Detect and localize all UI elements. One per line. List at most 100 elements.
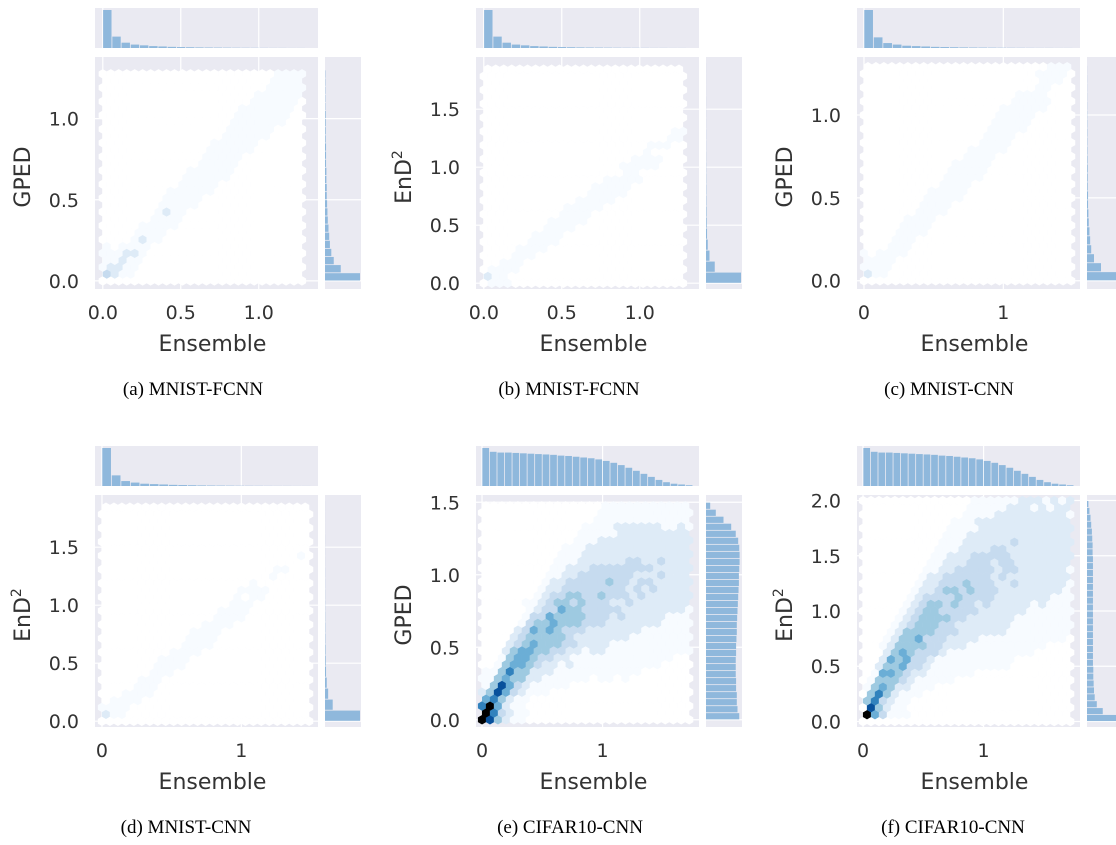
hexbin-cell: [507, 174, 516, 185]
hexbin-cell: [293, 172, 303, 183]
hexbin-cell: [987, 165, 996, 176]
hexbin-cell: [1027, 248, 1036, 258]
hexbin-cell: [639, 223, 648, 233]
hexbin-cell: [559, 112, 568, 123]
hexbin-cell: [169, 578, 178, 588]
hexbin-cell: [293, 654, 302, 664]
hexbin-cell: [1058, 661, 1067, 672]
hexbin-cell: [129, 702, 138, 713]
hexbin-cell: [253, 530, 262, 540]
hexbin-cell: [593, 501, 602, 511]
hexbin-cell: [911, 255, 920, 265]
hexbin-cell: [1002, 633, 1011, 644]
hexbin-cell: [971, 193, 980, 203]
hexbin-cell: [161, 619, 170, 630]
hexbin-cell: [619, 105, 628, 116]
hexbin-cell: [193, 606, 202, 616]
hexbin-cell: [895, 158, 904, 169]
hexbin-cell: [569, 708, 578, 718]
hexbin-cell: [666, 119, 676, 130]
hexbin-cell: [870, 709, 880, 720]
hexbin-cell: [289, 124, 299, 134]
hexbin-cell: [149, 709, 158, 720]
hexbin-cell: [491, 64, 500, 75]
hexbin-cell: [678, 250, 688, 261]
hexbin-cell: [281, 509, 290, 519]
hexbin-cell: [177, 633, 186, 644]
hexbin-cell: [1034, 661, 1043, 672]
hexbin-cell: [158, 103, 167, 114]
hexbin-cell: [503, 71, 512, 81]
hexbin-cell: [519, 223, 528, 233]
hexbin-cell: [206, 76, 215, 86]
hexbin-cell: [226, 234, 235, 245]
hexbin-cell: [1003, 234, 1012, 245]
hexbin-cell: [527, 223, 536, 233]
hexbin-cell: [943, 255, 952, 265]
hexbin-cell: [230, 214, 239, 224]
top-marginal-bar: [121, 481, 130, 486]
hexbin-cell: [101, 626, 111, 637]
hexbin-cell: [1038, 696, 1047, 706]
hexbin-cell: [535, 278, 544, 288]
hexbin-cell: [250, 151, 259, 162]
hexbin-cell: [289, 110, 299, 121]
hexbin-cell: [234, 193, 243, 203]
hexbin-cell: [531, 243, 540, 254]
hexbin-cell: [867, 82, 877, 93]
hexbin-cell: [662, 154, 672, 164]
hexbin-cell: [483, 216, 492, 226]
hexbin-cell: [483, 147, 492, 157]
hexbin-cell: [931, 262, 940, 272]
hexbin-cell: [519, 195, 528, 206]
hexbin-cell: [121, 592, 130, 602]
x-tick-label: 0: [476, 740, 488, 762]
hexbin-cell: [205, 654, 214, 664]
hexbin-cell: [265, 619, 274, 630]
hexbin-cell: [523, 105, 532, 116]
hexbin-cell: [879, 144, 888, 155]
hexbin-cell: [1043, 151, 1052, 162]
hexbin-cell: [186, 124, 195, 134]
hexbin-cell: [106, 165, 115, 176]
hexbin-cell: [573, 563, 582, 573]
hexbin-cell: [257, 550, 266, 561]
hexbin-cell: [681, 680, 690, 690]
hexbin-cell: [545, 583, 554, 594]
hexbin-cell: [261, 695, 270, 706]
hexbin-cell: [101, 543, 111, 554]
hexbin-cell: [269, 172, 279, 183]
hexbin-cell: [497, 501, 507, 511]
top-marginal-bar: [493, 36, 502, 48]
subplot-caption: (b) MNIST-FCNN: [498, 379, 640, 400]
hexbin-cell: [489, 694, 499, 704]
hexbin-cell: [525, 563, 534, 573]
hexbin-cell: [202, 207, 211, 217]
hexbin-cell: [569, 680, 578, 690]
hexbin-cell: [495, 140, 504, 150]
hexbin-cell: [181, 681, 190, 692]
hexbin-cell: [182, 241, 191, 252]
hexbin-cell: [939, 193, 948, 203]
hexbin-cell: [999, 255, 1008, 265]
hexbin-cell: [178, 82, 187, 93]
hexbin-cell: [285, 654, 294, 664]
hexbin-cell: [1063, 75, 1072, 86]
hexbin-cell: [1050, 675, 1059, 685]
hexbin-cell: [531, 92, 540, 102]
hexbin-cell: [97, 578, 107, 588]
hexbin-cell: [114, 193, 123, 203]
hexbin-cell: [511, 223, 520, 233]
hexbin-cell: [951, 75, 960, 86]
hexbin-cell: [669, 590, 678, 601]
hexbin-cell: [635, 78, 644, 88]
hexbin-cell: [1015, 213, 1024, 224]
hexbin-cell: [635, 92, 644, 102]
hexbin-cell: [523, 133, 532, 144]
hexbin-cell: [681, 666, 690, 677]
hexbin-cell: [565, 521, 574, 532]
hexbin-cell: [1007, 144, 1016, 155]
hexbin-cell: [678, 140, 688, 150]
hexbin-cell: [249, 523, 258, 533]
